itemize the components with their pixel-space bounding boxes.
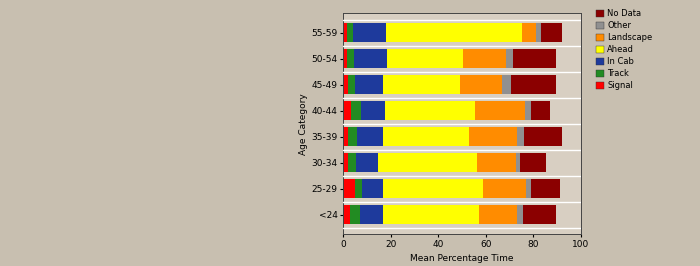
Bar	[522, 23, 536, 42]
Bar	[460, 75, 503, 94]
Bar	[362, 179, 384, 198]
Bar	[356, 153, 377, 172]
Bar	[503, 75, 511, 94]
Bar	[469, 127, 517, 146]
Bar	[343, 101, 351, 120]
Legend: No Data, Other, Landscape, Ahead, In Cab, Track, Signal: No Data, Other, Landscape, Ahead, In Cab…	[596, 10, 652, 90]
Bar	[348, 153, 356, 172]
Bar	[384, 179, 484, 198]
Bar	[355, 75, 384, 94]
Bar	[360, 205, 384, 224]
Bar	[384, 127, 469, 146]
Bar	[377, 153, 477, 172]
Bar	[348, 75, 355, 94]
Bar	[515, 153, 520, 172]
Bar	[343, 75, 348, 94]
Y-axis label: Age Category: Age Category	[300, 93, 309, 155]
Bar	[479, 205, 517, 224]
Bar	[355, 179, 362, 198]
Bar	[354, 49, 387, 68]
Bar	[524, 127, 562, 146]
Bar	[361, 101, 385, 120]
Bar	[517, 205, 523, 224]
Bar	[385, 101, 475, 120]
Bar	[384, 75, 460, 94]
Bar	[350, 205, 360, 224]
Bar	[475, 101, 525, 120]
Bar	[520, 153, 547, 172]
Bar	[353, 23, 386, 42]
Bar	[526, 179, 531, 198]
Bar	[351, 101, 361, 120]
Bar	[348, 127, 357, 146]
Bar	[506, 49, 513, 68]
Bar	[525, 101, 531, 120]
Bar	[463, 49, 506, 68]
Bar	[387, 49, 463, 68]
Bar	[343, 153, 348, 172]
Bar	[343, 179, 355, 198]
Bar	[357, 127, 384, 146]
Bar	[517, 127, 524, 146]
Bar	[511, 75, 556, 94]
Bar	[343, 127, 348, 146]
Bar	[523, 205, 556, 224]
X-axis label: Mean Percentage Time: Mean Percentage Time	[410, 254, 514, 263]
Bar	[536, 23, 540, 42]
Bar	[384, 205, 479, 224]
Bar	[346, 23, 353, 42]
Bar	[531, 179, 559, 198]
Bar	[477, 153, 515, 172]
Bar	[343, 205, 350, 224]
Bar	[513, 49, 556, 68]
Bar	[540, 23, 562, 42]
Bar	[343, 23, 346, 42]
Bar	[343, 49, 346, 68]
Bar	[484, 179, 526, 198]
Bar	[386, 23, 522, 42]
Bar	[531, 101, 550, 120]
Bar	[346, 49, 354, 68]
